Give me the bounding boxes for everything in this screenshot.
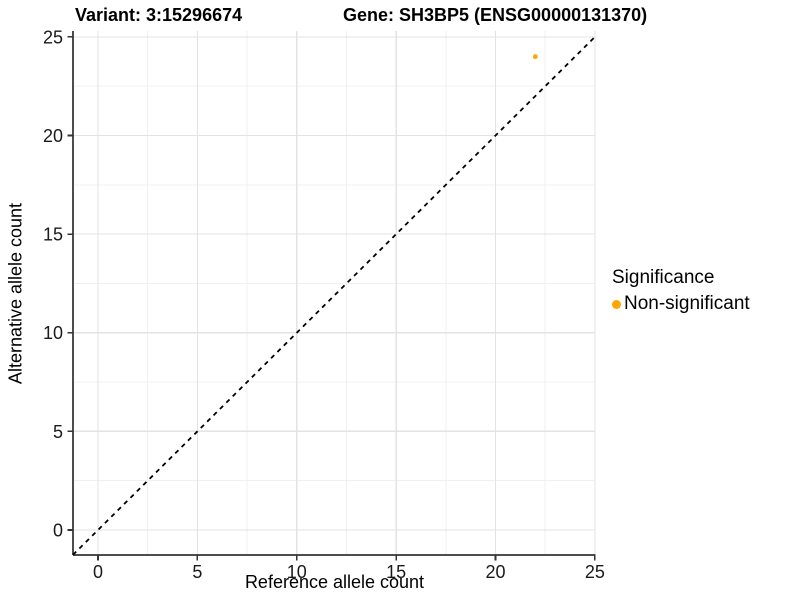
x-tick-label: 20 [486,562,506,582]
x-tick-label: 10 [287,562,307,582]
y-tick-label: 10 [43,323,63,343]
plot-title-variant: Variant: 3:15296674 [75,5,243,25]
legend-point-icon [612,299,621,309]
x-tick-label: 5 [192,562,202,582]
y-tick-label: 15 [43,225,63,245]
y-tick-label: 25 [43,27,63,47]
y-tick-label: 5 [53,422,63,442]
legend-title: Significance [612,267,715,288]
data-point [532,54,538,60]
x-axis-title: Reference allele count [244,572,425,592]
legend-item-label: Non-significant [624,293,750,314]
plot-title-gene: Gene: SH3BP5 (ENSG00000131370) [343,5,648,25]
x-tick-label: 15 [386,562,406,582]
y-tick-label: 0 [53,520,63,540]
legend: Significance Non-significant [612,267,750,315]
x-tick-label: 0 [93,562,103,582]
x-tick-label: 25 [585,562,605,582]
legend-item-non-significant: Non-significant [612,293,750,315]
y-tick-label: 20 [43,126,63,146]
identity-line [72,35,597,556]
y-axis-title: Alternative allele count [5,202,26,385]
